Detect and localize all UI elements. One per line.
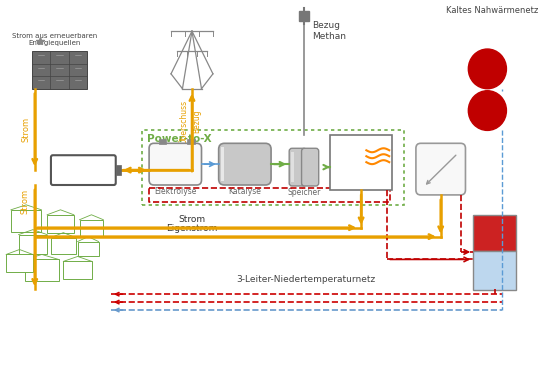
- Text: −: −: [57, 159, 72, 177]
- Circle shape: [468, 49, 506, 89]
- Bar: [11, 210, 41, 232]
- FancyBboxPatch shape: [289, 148, 306, 186]
- Text: Strom aus erneuerbaren
Energiequellen: Strom aus erneuerbaren Energiequellen: [12, 33, 98, 46]
- Circle shape: [468, 91, 506, 130]
- FancyBboxPatch shape: [301, 148, 319, 186]
- Bar: [221, 147, 225, 181]
- Bar: [32, 51, 87, 89]
- Text: ⚡: ⚡: [357, 153, 366, 166]
- Text: Strom: Strom: [21, 189, 30, 214]
- Text: Speicher: Speicher: [288, 188, 321, 197]
- Text: +: +: [93, 159, 108, 177]
- Text: ≋: ≋: [482, 106, 493, 120]
- Text: Strom: Strom: [178, 215, 205, 224]
- Text: Bezug
Methan: Bezug Methan: [312, 21, 346, 41]
- Bar: [473, 252, 516, 290]
- Text: Grünes
BHKW: Grünes BHKW: [330, 148, 364, 168]
- Text: CH₄: CH₄: [231, 155, 259, 169]
- Text: WW-
Speicher: WW- Speicher: [472, 242, 517, 262]
- Bar: [25, 259, 58, 281]
- Bar: [6, 255, 33, 272]
- Text: Elektrolyse: Elektrolyse: [154, 187, 197, 196]
- Bar: [142, 130, 404, 205]
- Text: Überschuss: Überschuss: [179, 99, 188, 144]
- Bar: [187, 139, 195, 144]
- Text: Kaltes Nahwärmenetz: Kaltes Nahwärmenetz: [446, 6, 538, 15]
- Text: 3-Leiter-Niedertemperaturnetz: 3-Leiter-Niedertemperaturnetz: [237, 275, 376, 284]
- Text: Bezug: Bezug: [192, 110, 201, 133]
- Bar: [63, 261, 92, 279]
- Bar: [291, 152, 294, 182]
- Bar: [330, 135, 392, 190]
- Text: Katalyse: Katalyse: [228, 187, 261, 196]
- Text: Strom: Strom: [22, 117, 31, 142]
- Bar: [80, 220, 104, 236]
- FancyBboxPatch shape: [51, 155, 116, 185]
- Bar: [47, 215, 74, 232]
- Bar: [19, 235, 47, 255]
- Text: Power-to-X: Power-to-X: [147, 134, 212, 144]
- FancyBboxPatch shape: [416, 143, 465, 195]
- Bar: [159, 139, 166, 144]
- Text: Eigenstrom: Eigenstrom: [166, 224, 217, 232]
- Text: 🏠: 🏠: [484, 64, 490, 74]
- FancyBboxPatch shape: [219, 143, 271, 185]
- Bar: [77, 242, 99, 256]
- Bar: [51, 238, 76, 255]
- Text: H₂: H₂: [166, 155, 184, 169]
- Bar: [473, 215, 516, 252]
- Text: WP: WP: [428, 160, 453, 175]
- FancyBboxPatch shape: [149, 143, 202, 185]
- Bar: [116, 165, 120, 175]
